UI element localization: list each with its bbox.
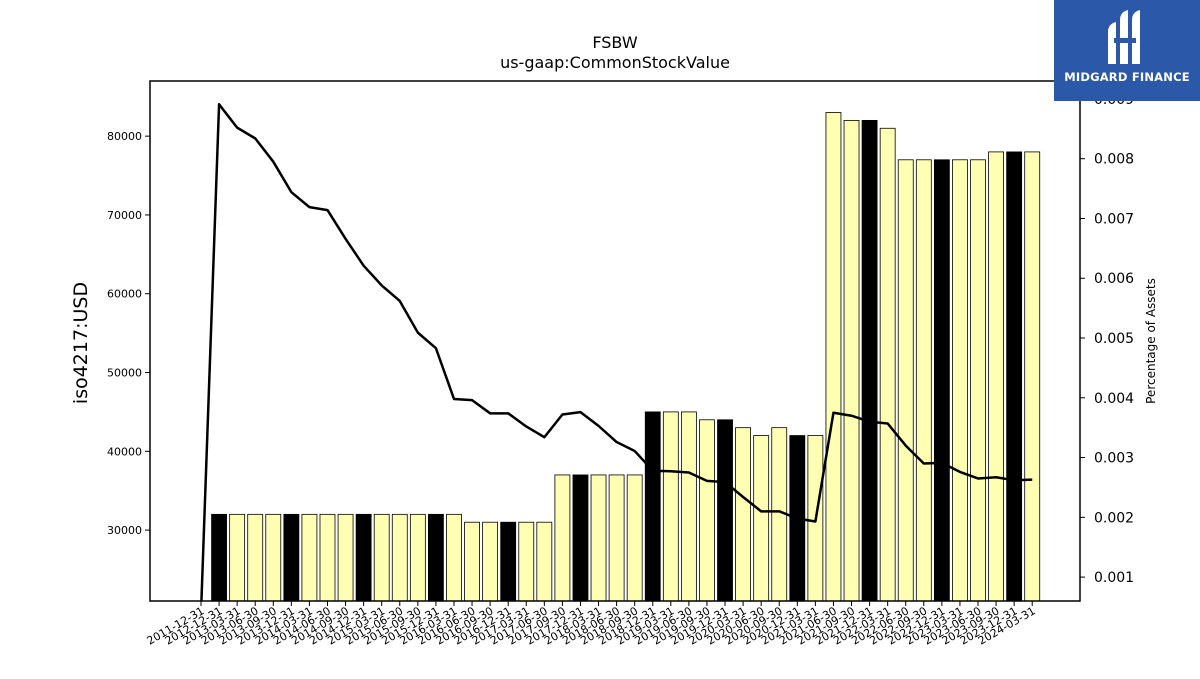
bar [428, 513, 444, 602]
bar [988, 151, 1004, 602]
bar [337, 513, 354, 602]
bar [1024, 151, 1041, 602]
chart-subtitle: us-gaap:CommonStockValue [500, 53, 730, 72]
bar [644, 411, 661, 602]
bar [735, 427, 751, 602]
y-tick-label: 40000 [107, 445, 142, 458]
logo-text: MIDGARD FINANCE [1064, 70, 1190, 84]
bar [554, 474, 571, 602]
plot-frame [149, 80, 1081, 602]
bar [211, 513, 227, 602]
y2-tick-label: 0.007 [1094, 211, 1134, 227]
y2-tick-label: 0.002 [1094, 510, 1134, 526]
bar [518, 521, 535, 602]
y-axis-label: iso4217:USD [70, 282, 92, 404]
bar [409, 513, 426, 602]
y-tick-label: 80000 [107, 130, 142, 143]
y2-tick-label: 0.003 [1094, 451, 1134, 467]
bar [247, 513, 264, 602]
axes: 30000 40000 50000 60000 70000 80000 0.001 0.002… [107, 80, 1134, 648]
y2-tick-label: 0.005 [1094, 331, 1134, 347]
bar [608, 474, 625, 602]
bar [897, 159, 914, 602]
bar [373, 513, 390, 602]
pct-line-layer [200, 103, 1033, 601]
bar [699, 419, 715, 602]
bar [952, 159, 968, 602]
bar [879, 127, 896, 602]
bar [970, 159, 986, 602]
bar [662, 411, 679, 602]
pct-of-assets-line [200, 103, 1033, 601]
y-tick-label: 50000 [107, 367, 142, 380]
bar [825, 112, 842, 602]
y2-tick-label: 0.001 [1094, 570, 1134, 586]
y-tick-label: 70000 [107, 209, 142, 222]
bar [1006, 151, 1023, 602]
bar [500, 521, 517, 602]
bar [843, 119, 860, 602]
bar [355, 513, 372, 602]
y2-tick-label: 0.006 [1094, 271, 1134, 287]
bar [229, 513, 246, 602]
bar [536, 521, 553, 602]
bar [319, 513, 336, 602]
midgard-logo-icon [1108, 10, 1140, 64]
chart-title: FSBW [592, 33, 637, 52]
y2-tick-label: 0.008 [1094, 152, 1134, 168]
bar [717, 419, 733, 602]
y-tick-label: 30000 [107, 524, 142, 537]
bar [753, 435, 770, 602]
y2-tick-label: 0.004 [1094, 391, 1134, 407]
bar [590, 474, 607, 602]
bar [572, 474, 589, 602]
bar [861, 119, 878, 602]
bar [915, 159, 932, 602]
bar [626, 474, 643, 602]
bar [391, 513, 408, 602]
bar [283, 513, 300, 602]
bar [680, 411, 697, 602]
bar [265, 513, 282, 602]
bar [933, 159, 950, 602]
y-tick-label: 60000 [107, 288, 142, 301]
bar [301, 513, 318, 602]
bar [464, 521, 480, 602]
bar [482, 521, 499, 602]
logo: MIDGARD FINANCE [1054, 0, 1200, 101]
bar [446, 513, 462, 602]
bars [211, 112, 1041, 602]
y2-axis-label: Percentage of Assets [1144, 278, 1158, 404]
